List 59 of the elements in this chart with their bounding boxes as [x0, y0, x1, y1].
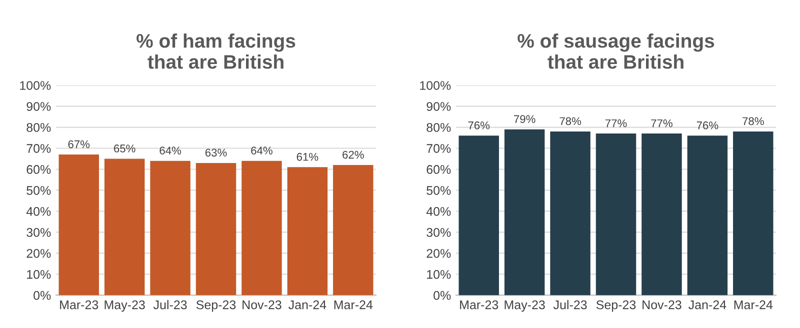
data-label: 76% — [468, 121, 490, 130]
y-tick-label: 0% — [434, 291, 451, 300]
data-label: 63% — [205, 148, 227, 157]
y-tick-label: 90% — [426, 102, 451, 111]
x-tick-label: Sep-23 — [196, 300, 236, 312]
y-tick-label: 40% — [426, 207, 451, 216]
y-tick-label: 20% — [26, 249, 51, 258]
data-label: 62% — [342, 150, 364, 159]
chart-title: % of ham facings that are British — [136, 33, 296, 69]
x-tick-label: Mar-24 — [734, 300, 773, 310]
data-label: 64% — [251, 146, 272, 154]
data-label: 78% — [560, 117, 582, 126]
y-tick-label: 30% — [26, 228, 51, 237]
y-tick-label: 60% — [26, 165, 51, 174]
bar — [287, 167, 328, 296]
chart-title: % of sausage facings that are British — [518, 33, 714, 69]
y-tick-label: 50% — [26, 186, 51, 195]
x-tick-label: Nov-23 — [242, 300, 282, 310]
data-label: 67% — [68, 140, 90, 148]
data-label: 79% — [514, 115, 536, 123]
bar — [196, 162, 236, 296]
bar — [242, 160, 282, 296]
y-tick-label: 60% — [426, 165, 451, 174]
x-tick-label: Jul-23 — [153, 300, 187, 310]
x-tick-label: Mar-24 — [334, 300, 373, 310]
y-tick-label: 80% — [426, 123, 451, 132]
x-tick-label: May-23 — [504, 300, 545, 312]
x-tick-label: Mar-23 — [460, 300, 498, 310]
y-tick-label: 10% — [427, 270, 451, 279]
x-tick-label: Sep-23 — [596, 300, 636, 312]
data-label: 61% — [296, 152, 318, 161]
data-label: 76% — [696, 121, 718, 130]
x-tick-label: Nov-23 — [642, 300, 682, 310]
data-label: 65% — [114, 144, 136, 152]
bar — [150, 160, 190, 296]
x-tick-label: May-23 — [104, 300, 145, 312]
y-tick-label: 30% — [426, 228, 451, 237]
y-tick-label: 100% — [20, 81, 51, 90]
bar — [104, 158, 145, 296]
y-tick-label: 20% — [426, 249, 451, 258]
y-tick-label: 50% — [426, 186, 451, 195]
y-tick-label: 0% — [34, 291, 51, 300]
x-tick-label: Mar-23 — [60, 300, 98, 310]
bar — [333, 165, 374, 296]
y-tick-label: 90% — [26, 102, 51, 111]
y-tick-label: 40% — [26, 207, 51, 216]
y-tick-label: 70% — [426, 144, 451, 153]
x-tick-label: Jul-23 — [553, 300, 587, 310]
y-tick-label: 100% — [420, 81, 451, 90]
bar — [58, 154, 99, 296]
data-label: 77% — [651, 119, 672, 128]
y-tick-label: 80% — [26, 123, 51, 132]
y-tick-label: 70% — [26, 144, 51, 153]
data-label: 77% — [605, 119, 627, 128]
y-tick-label: 10% — [27, 270, 51, 279]
x-tick-label: Jan-24 — [688, 300, 726, 310]
x-tick-label: Jan-24 — [288, 300, 326, 310]
data-label: 64% — [160, 146, 182, 154]
data-label: 78% — [742, 117, 764, 126]
